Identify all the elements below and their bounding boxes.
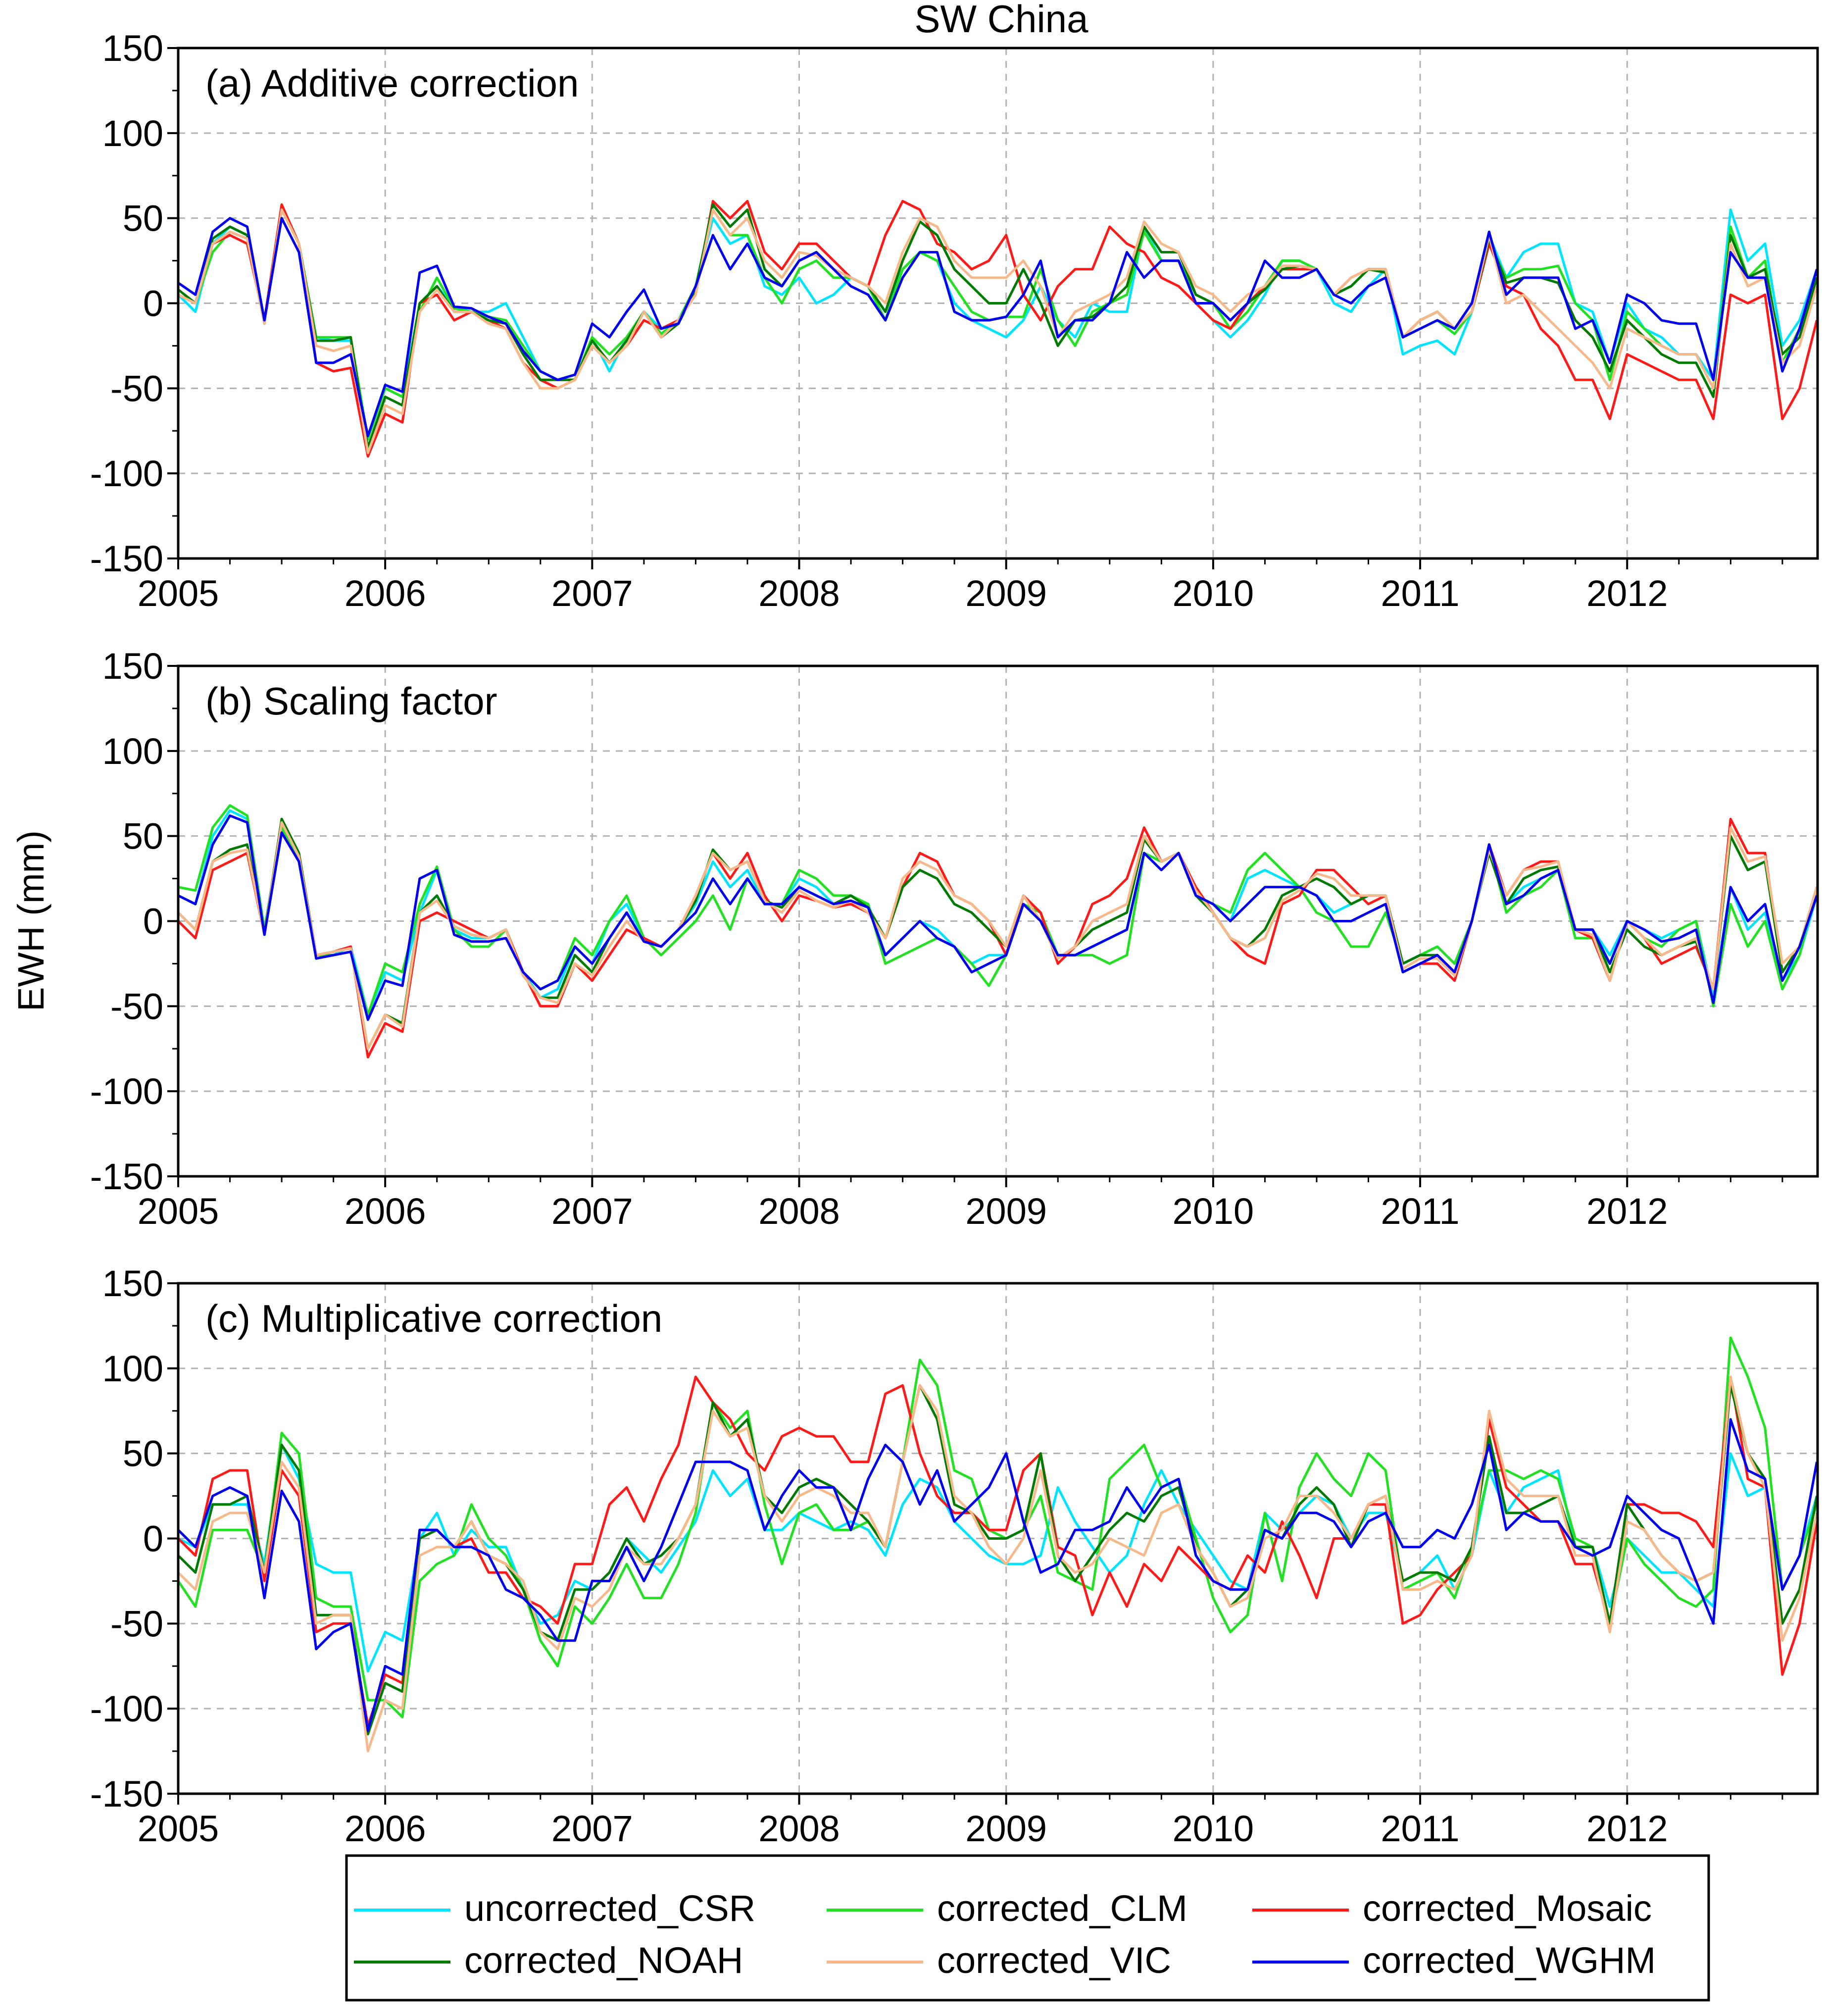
series-line-corrected-vic [177,1375,1818,1753]
legend-label: corrected_WGHM [1363,1940,1656,1981]
chart-panels: 2005 2006 2007 2008 2009 2010 2011 2012 150 100 50… [90,28,1819,1849]
series-line-corrected-clm [177,1336,1818,1718]
legend-label: uncorrected_CSR [464,1888,755,1929]
x-tick-label: 2005 [138,573,219,614]
x-tick-label: 2006 [345,573,426,614]
x-tick-label: 2005 [138,1191,219,1232]
y-tick-label: 0 [143,1518,163,1560]
series-line-corrected-wghm [177,1418,1818,1732]
x-tick-label: 2006 [345,1808,426,1849]
y-tick-label: 150 [102,1263,163,1304]
y-tick-label: 100 [102,113,163,154]
x-tick-label: 2005 [138,1808,219,1849]
series-line-corrected-wghm [177,814,1818,1021]
series-line-uncorrected-csr [177,208,1818,441]
series-line-corrected-vic [177,821,1818,1050]
series-line-corrected-wghm [177,217,1818,438]
x-tick-label: 2010 [1173,1191,1254,1232]
legend-label: corrected_CLM [937,1888,1187,1929]
series-line-uncorrected-csr [177,1444,1818,1673]
y-tick-label: -100 [90,1071,163,1112]
series-line-corrected-mosaic [177,200,1818,458]
x-tick-label: 2009 [965,1191,1047,1232]
x-tick-label: 2011 [1381,1191,1460,1232]
series-line-corrected-clm [177,203,1818,441]
x-tick-label: 2006 [345,1191,426,1232]
plot-frame [177,47,1819,560]
x-tick-label: 2012 [1586,1808,1668,1849]
plot-frame [177,664,1819,1178]
y-tick-label: 50 [123,198,163,239]
x-tick-label: 2010 [1173,1808,1254,1849]
x-tick-label: 2008 [758,1808,840,1849]
legend-label: corrected_VIC [937,1940,1171,1981]
y-tick-label: -100 [90,453,163,494]
y-axis-title: EWH (mm) [10,830,51,1011]
x-tick-label: 2011 [1381,573,1460,614]
x-tick-label: 2011 [1381,1808,1460,1849]
y-tick-label: -50 [110,1603,163,1644]
y-tick-label: 0 [143,283,163,324]
legend-label: corrected_NOAH [464,1940,743,1981]
y-tick-label: 50 [123,816,163,857]
plot-frame [177,1282,1819,1795]
x-tick-label: 2010 [1173,573,1254,614]
y-tick-label: -50 [110,368,163,409]
x-tick-label: 2007 [551,1191,633,1232]
x-tick-label: 2008 [758,573,840,614]
panel-3: 2005 2006 2007 2008 2009 2010 2011 2012 150 100 50… [90,1263,1819,1849]
legend: uncorrected_CSR corrected_CLM corrected_Mo… [345,1854,1710,2002]
y-tick-label: 150 [102,28,163,69]
x-tick-label: 2009 [965,573,1047,614]
legend-box [345,1854,1710,2002]
panel-title: (b) Scaling factor [205,679,497,723]
series-line-corrected-vic [177,208,1818,454]
x-tick-label: 2009 [965,1808,1047,1849]
series-line-corrected-noah [177,203,1818,450]
x-tick-label: 2012 [1586,573,1668,614]
x-tick-label: 2012 [1586,1191,1668,1232]
y-tick-label: 150 [102,646,163,687]
y-tick-label: 50 [123,1433,163,1474]
x-tick-label: 2007 [551,573,633,614]
y-tick-label: -150 [90,1773,163,1814]
y-tick-label: 100 [102,731,163,772]
panel-title: (a) Additive correction [205,61,579,105]
x-tick-label: 2008 [758,1191,840,1232]
y-tick-label: -150 [90,1156,163,1197]
main-title: SW China [914,0,1088,41]
series-line-corrected-mosaic [177,1375,1818,1727]
panel-2: 2005 2006 2007 2008 2009 2010 2011 2012 150 100 50… [90,646,1819,1232]
y-tick-label: -50 [110,986,163,1027]
y-tick-label: -100 [90,1688,163,1729]
y-tick-label: -150 [90,538,163,579]
y-tick-label: 100 [102,1348,163,1389]
x-tick-label: 2007 [551,1808,633,1849]
panel-1: 2005 2006 2007 2008 2009 2010 2011 2012 150 100 50… [90,28,1819,614]
legend-label: corrected_Mosaic [1363,1888,1652,1929]
y-tick-label: 0 [143,901,163,942]
panel-title: (c) Multiplicative correction [205,1297,662,1340]
